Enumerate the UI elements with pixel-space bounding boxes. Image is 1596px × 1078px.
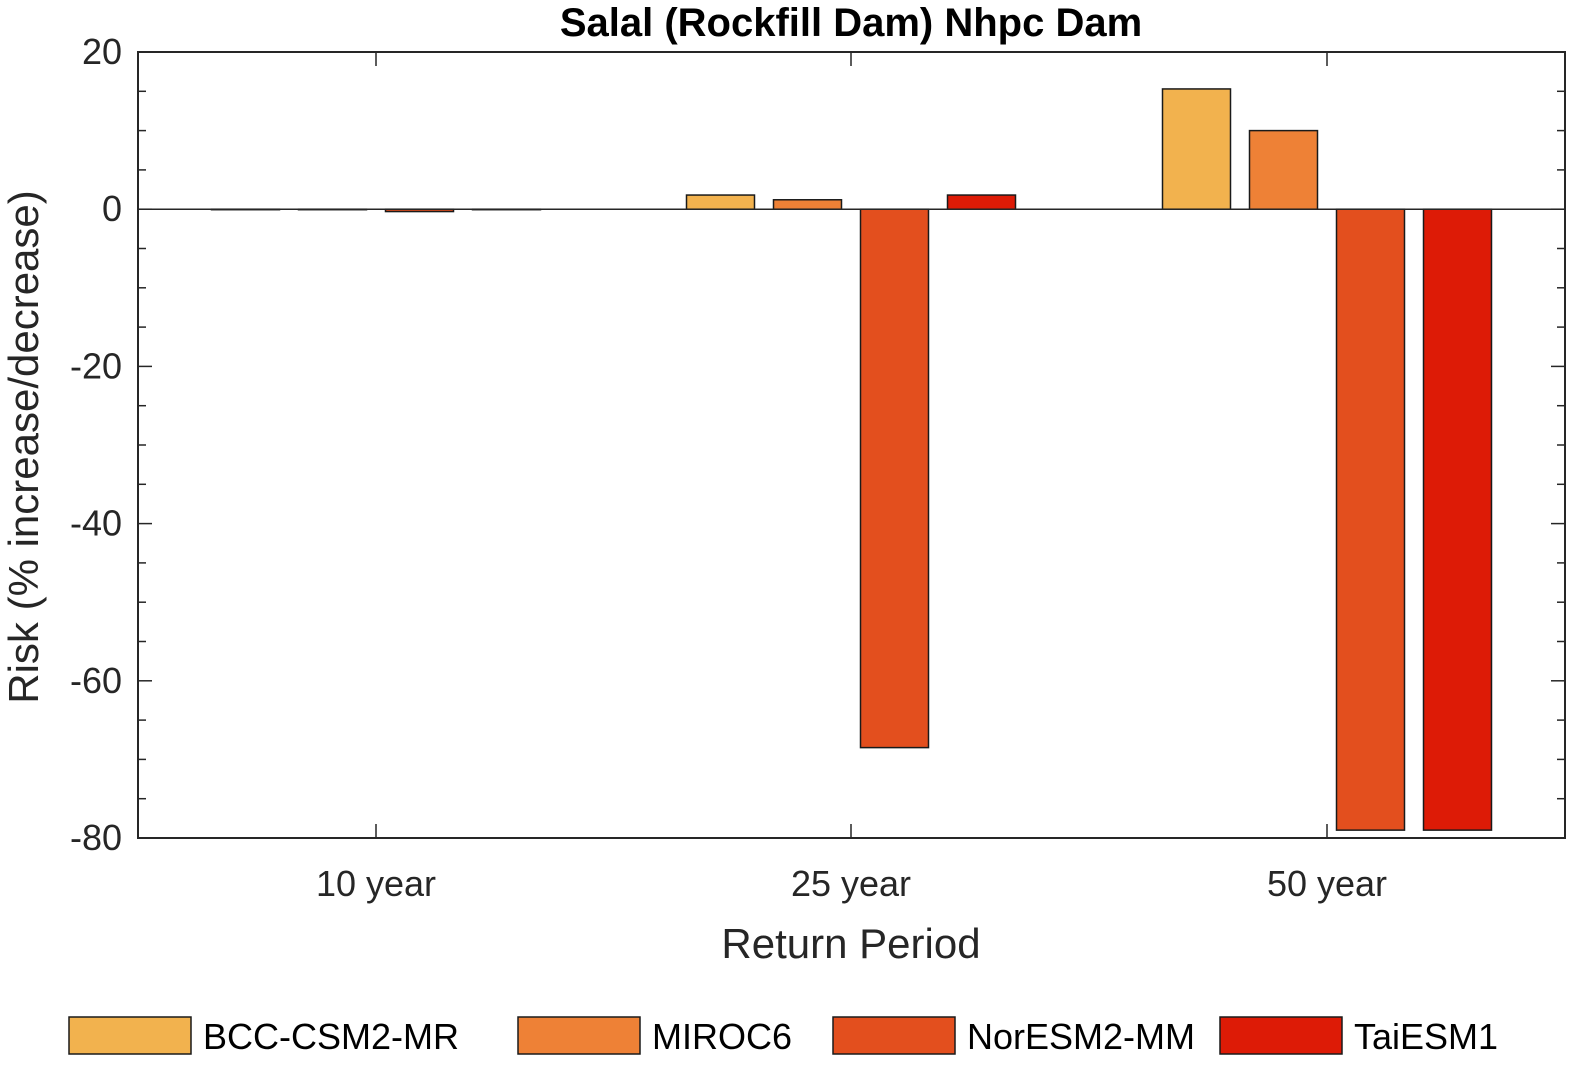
y-tick-label: -80 [70, 817, 122, 858]
bar-taiesm1-25-year [946, 194, 1017, 210]
legend-swatch-miroc6 [517, 1016, 641, 1055]
bar-bcc-csm2-mr-50-year [1161, 88, 1232, 210]
x-axis-label: Return Period [721, 920, 980, 967]
bar-bcc-csm2-mr-25-year [685, 194, 756, 210]
bar-miroc6-25-year [772, 199, 843, 210]
legend-swatch-taiesm1 [1219, 1016, 1343, 1055]
legend-label-noresm2-mm: NorESM2-MM [967, 1016, 1195, 1057]
bar-noresm2-mm-50-year [1335, 208, 1406, 831]
legend-label-miroc6: MIROC6 [652, 1016, 792, 1057]
axis-ticks [138, 51, 1565, 839]
legend-label-taiesm1: TaiESM1 [1354, 1016, 1498, 1057]
x-tick-label: 50 year [1267, 863, 1387, 904]
y-tick-label: -20 [70, 345, 122, 386]
y-axis-label: Risk (% increase/decrease) [0, 190, 47, 704]
x-tick-label: 10 year [316, 863, 436, 904]
x-axis-tick-labels: 10 year 25 year 50 year [316, 863, 1387, 904]
bar-taiesm1-50-year [1422, 208, 1493, 831]
chart-title: Salal (Rockfill Dam) Nhpc Dam [560, 1, 1142, 45]
y-tick-label: -40 [70, 503, 122, 544]
y-axis-tick-labels: 20 0 -20 -40 -60 -80 [70, 31, 122, 858]
x-tick-label: 25 year [791, 863, 911, 904]
bar-noresm2-mm-25-year [859, 208, 930, 749]
legend-swatch-noresm2-mm [832, 1016, 956, 1055]
y-tick-label: -60 [70, 660, 122, 701]
y-tick-label: 0 [102, 188, 122, 229]
bars-layer [210, 88, 1493, 831]
legend: BCC-CSM2-MR MIROC6 NorESM2-MM TaiESM1 [68, 1016, 1498, 1057]
y-tick-label: 20 [82, 31, 122, 72]
legend-label-bcc-csm2-mr: BCC-CSM2-MR [203, 1016, 459, 1057]
legend-swatch-bcc-csm2-mr [68, 1016, 192, 1055]
bar-miroc6-50-year [1248, 129, 1319, 210]
